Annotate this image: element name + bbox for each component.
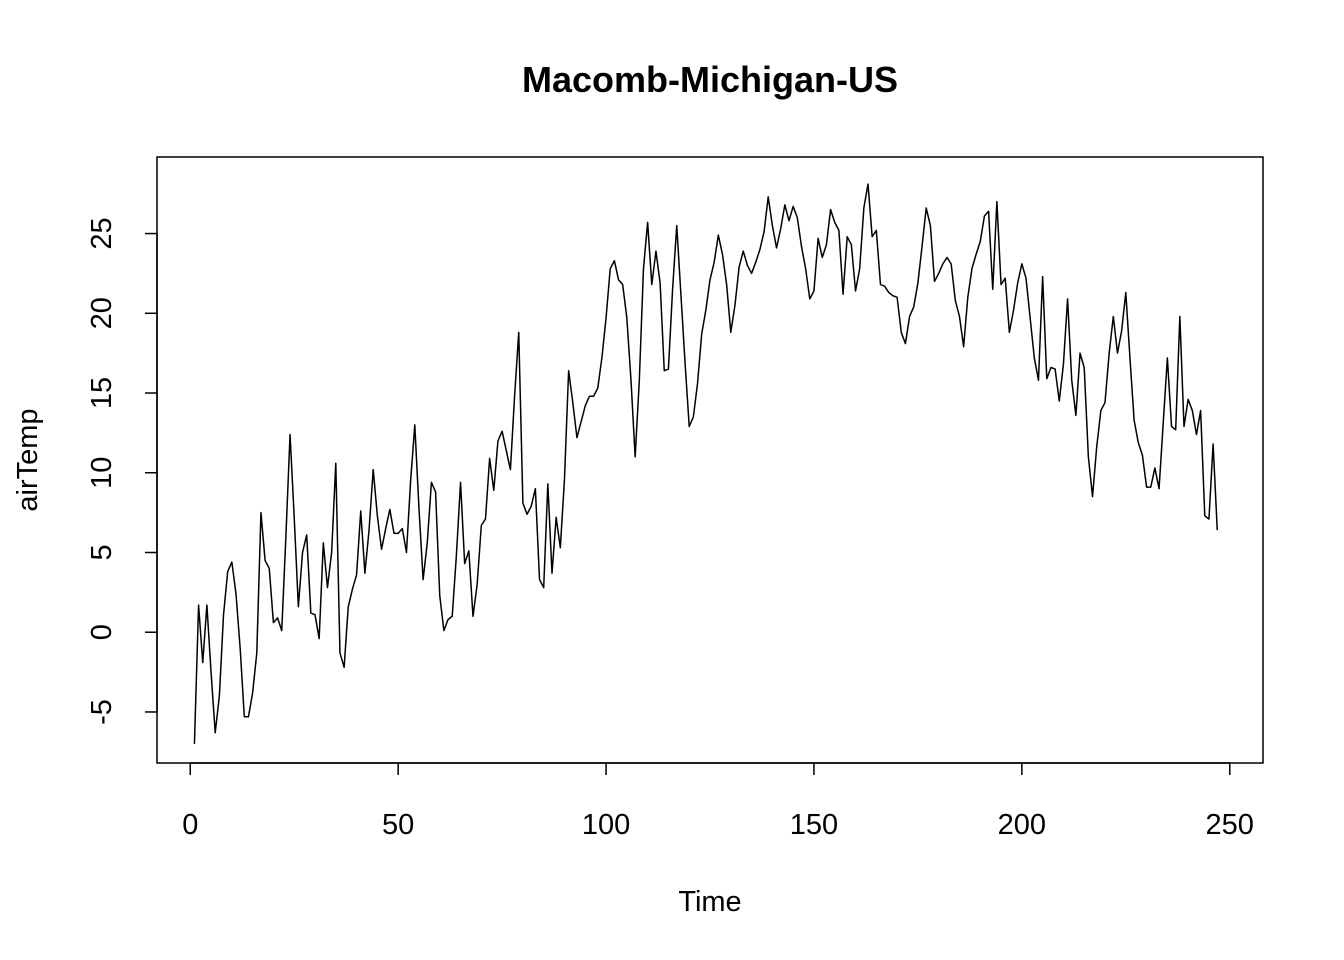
- y-axis-label: airTemp: [12, 408, 44, 511]
- x-axis: 0 50 100 150 200 250: [182, 762, 1254, 841]
- y-tick-label: 25: [86, 217, 118, 249]
- x-tick-label: 150: [790, 809, 838, 841]
- x-tick-label: 0: [182, 809, 198, 841]
- x-axis-label: Time: [678, 886, 741, 918]
- y-tick-label: 15: [86, 377, 118, 409]
- chart-title: Macomb-Michigan-US: [522, 59, 898, 100]
- series-line-airtemp: [193, 183, 1219, 744]
- x-tick-label: 200: [998, 809, 1046, 841]
- y-tick-label: 20: [86, 297, 118, 329]
- x-tick-label: 100: [582, 809, 630, 841]
- y-tick-label: 10: [86, 457, 118, 489]
- x-tick-label: 250: [1206, 809, 1254, 841]
- y-tick-label: 0: [86, 624, 118, 640]
- y-tick-label: -5: [86, 699, 118, 725]
- plot-frame: [156, 156, 1264, 764]
- y-axis: -5 0 5 10 15 20 25: [86, 217, 158, 725]
- x-tick-label: 50: [382, 809, 414, 841]
- y-tick-label: 5: [86, 544, 118, 560]
